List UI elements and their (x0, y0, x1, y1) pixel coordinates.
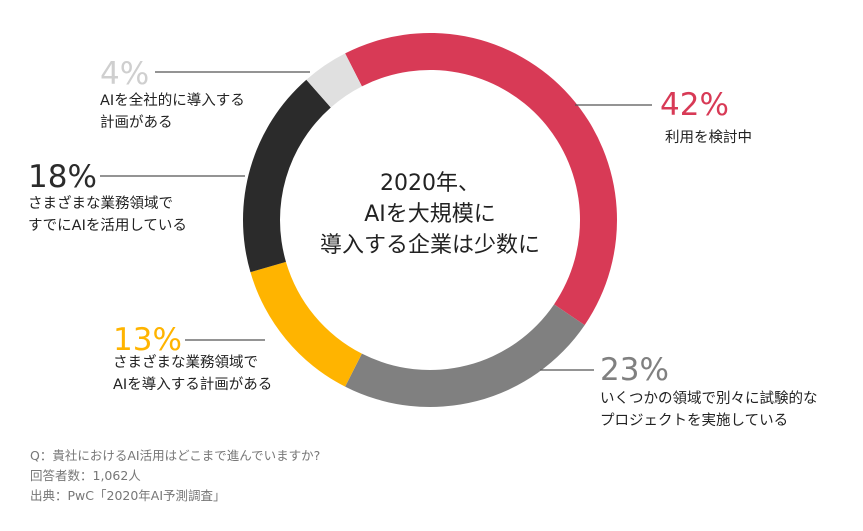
donut-segment (306, 53, 362, 108)
category-label: 利用を検討中 (665, 130, 752, 146)
donut-segment (250, 261, 362, 387)
category-label: さまざまな業務領域で AIを導入する計画がある (113, 355, 273, 393)
value-label: 18% (28, 159, 97, 195)
notes: Q：貴社におけるAI活用はどこまで進んでいますか? 回答者数：1,062人 出典… (30, 446, 320, 506)
category-label: AIを全社的に導入する 計画がある (100, 93, 245, 131)
donut-segment (243, 79, 331, 273)
value-label: 13% (113, 322, 182, 358)
donut-segment (345, 33, 617, 326)
value-label: 42% (660, 87, 729, 123)
value-label: 4% (100, 56, 150, 92)
note: 出典：PwC「2020年AI予測調査」 (30, 488, 226, 503)
category-label: さまざまな業務領域で すでにAIを活用している (28, 196, 187, 234)
value-label: 23% (600, 352, 669, 388)
donut-segment (345, 304, 585, 407)
category-label: いくつかの領域で別々に試験的な プロジェクトを実施している (600, 391, 818, 429)
note: 回答者数：1,062人 (30, 468, 141, 483)
note: Q：貴社におけるAI活用はどこまで進んでいますか? (30, 448, 321, 463)
chart-title: 2020年、 AIを大規模に 導入する企業は少数に (319, 171, 540, 258)
